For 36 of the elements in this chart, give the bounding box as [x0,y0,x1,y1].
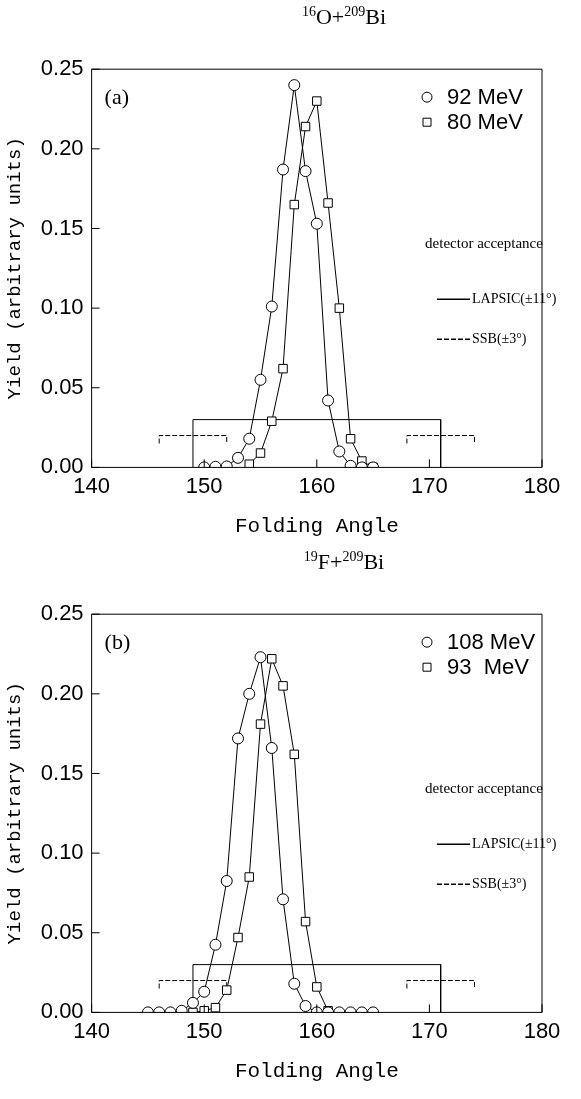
legend-label: 80 MeV [447,109,524,135]
legend-label: 108 MeV [447,629,536,655]
legend-label: 93 MeV [447,654,530,680]
x-tick-label: 180 [523,1017,561,1043]
annotation: (a) [104,83,130,109]
x-tick-label: 160 [298,1017,336,1043]
y-axis-title: Yield (arbitrary units) [4,137,27,400]
y-tick-label: 0.05 [40,373,84,399]
x-tick-label: 170 [411,472,448,498]
x-tick-label: 170 [411,1017,448,1043]
legend-label: SSB(±3°) [472,875,527,892]
legend-label: 92 MeV [447,84,524,110]
y-tick-label: 0.15 [40,214,84,240]
x-tick-label: 160 [298,472,336,498]
x-tick-label: 150 [185,1017,223,1043]
y-tick-label: 0.10 [40,294,84,320]
y-tick-label: 0.10 [40,839,84,865]
y-axis-title: Yield (arbitrary units) [4,682,27,945]
y-tick-label: 0.25 [40,55,84,81]
y-tick-label: 0.25 [40,600,84,626]
legend-label: SSB(±3°) [472,330,527,347]
legend-title: detector acceptance [425,780,544,797]
legend-label: LAPSIC(±11°) [472,835,557,852]
chart-title: $^{19}$F+$^{209}$Bi [302,549,386,576]
legend-title: detector acceptance [425,235,544,252]
x-tick-label: 180 [523,472,561,498]
x-axis-title: Folding Angle [234,514,399,538]
legend-label: LAPSIC(±11°) [472,290,557,307]
x-axis-title: Folding Angle [234,1059,399,1083]
x-tick-label: 150 [185,472,223,498]
annotation: (b) [104,628,131,654]
y-tick-label: 0.05 [40,918,84,944]
chart-title: $^{16}$O+$^{209}$Bi [300,4,388,31]
y-tick-label: 0.15 [40,759,84,785]
y-tick-label: 0.20 [40,134,84,160]
y-tick-label: 0.20 [40,679,84,705]
